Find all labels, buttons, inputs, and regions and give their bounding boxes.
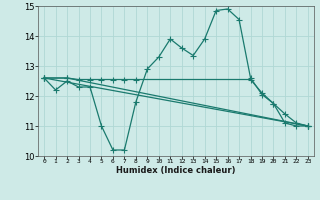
X-axis label: Humidex (Indice chaleur): Humidex (Indice chaleur): [116, 166, 236, 175]
